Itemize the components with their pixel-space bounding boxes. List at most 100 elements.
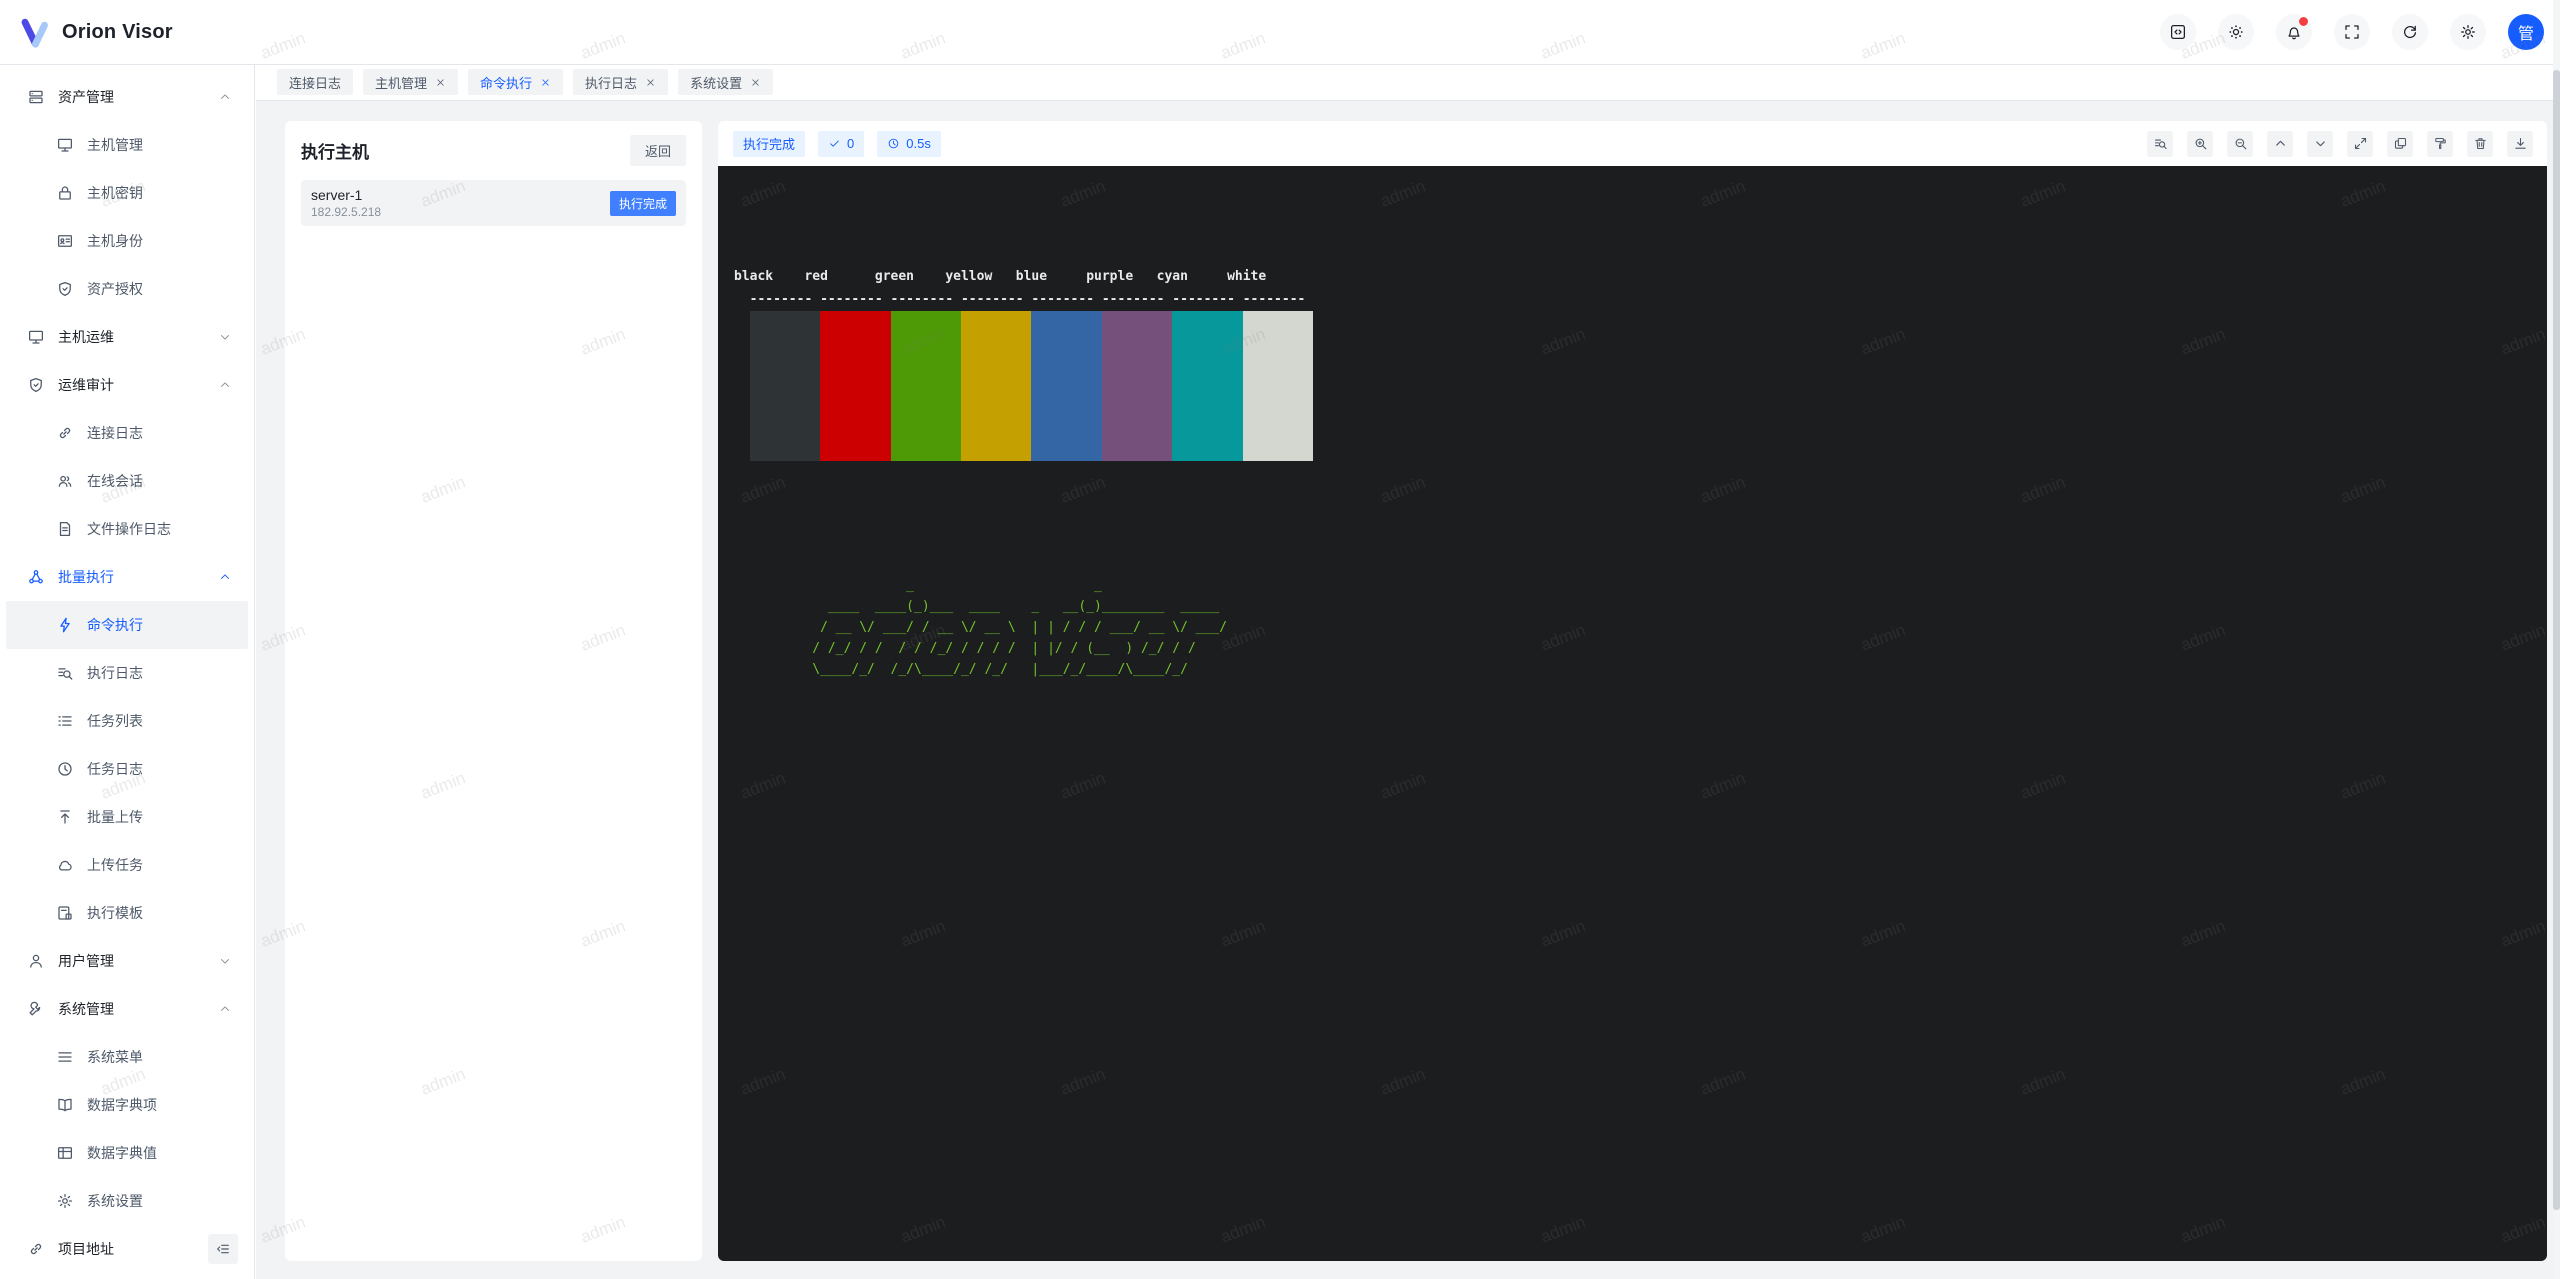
sidebar-item-19[interactable]: 系统管理 — [6, 985, 248, 1033]
tab-3[interactable]: 执行日志 — [573, 69, 669, 95]
user-avatar[interactable]: 管 — [2508, 14, 2544, 50]
sidebar-item-label: 执行日志 — [87, 665, 143, 681]
terminal-search-logs-button[interactable] — [2147, 130, 2173, 157]
terminal-color-labels: black red green yellow blue purple cyan … — [734, 269, 1306, 307]
sidebar-item-14[interactable]: 任务日志 — [6, 745, 248, 793]
sidebar-item-18[interactable]: 用户管理 — [6, 937, 248, 985]
sidebar-item-label: 批量执行 — [58, 569, 114, 585]
sidebar-item-8[interactable]: 在线会话 — [6, 457, 248, 505]
sidebar-item-0[interactable]: 资产管理 — [6, 73, 248, 121]
status-chip-1: 0 — [818, 130, 865, 157]
terminal-expand-button[interactable] — [2347, 130, 2373, 157]
tab-label: 系统设置 — [690, 75, 743, 91]
main-area: 连接日志 主机管理 命令执行 执行日志 系统设置 执行主机 返回 server-1 182… — [256, 64, 2560, 1279]
close-icon — [752, 78, 759, 86]
logo[interactable]: Orion Visor — [0, 14, 173, 50]
tab-label: 执行日志 — [585, 75, 638, 91]
sidebar-item-1[interactable]: 主机管理 — [6, 121, 248, 169]
sidebar-collapse-button[interactable] — [208, 1234, 238, 1264]
link-icon — [30, 1243, 42, 1255]
gear-icon — [57, 1193, 73, 1209]
terminal-down-button[interactable] — [2307, 130, 2333, 157]
tab-1[interactable]: 主机管理 — [363, 69, 459, 95]
search-logs-icon — [2154, 139, 2167, 150]
terminal-download-button[interactable] — [2507, 130, 2533, 157]
clock-icon — [58, 762, 72, 776]
color-block-purple — [1101, 311, 1173, 461]
tab-close-button[interactable] — [645, 77, 656, 88]
sidebar-item-label: 主机身份 — [87, 233, 143, 249]
sidebar-item-12[interactable]: 执行日志 — [6, 649, 248, 697]
color-block-red — [820, 311, 891, 461]
sidebar-item-10[interactable]: 批量执行 — [6, 553, 248, 601]
tab-0[interactable]: 连接日志 — [277, 69, 354, 95]
sidebar-item-20[interactable]: 系统菜单 — [6, 1033, 248, 1081]
terminal-clear-button[interactable] — [2427, 130, 2453, 157]
book-icon — [58, 1098, 72, 1112]
sidebar-item-label: 文件操作日志 — [87, 521, 171, 537]
sidebar-item-label: 数据字典值 — [87, 1145, 157, 1161]
sidebar-item-2[interactable]: 主机密钥 — [6, 169, 248, 217]
sidebar-item-5[interactable]: 主机运维 — [6, 313, 248, 361]
cloud-icon — [58, 860, 72, 871]
tab-2[interactable]: 命令执行 — [468, 69, 564, 95]
terminal-trash-button[interactable] — [2467, 130, 2493, 157]
terminal-copy-button[interactable] — [2387, 130, 2413, 157]
tab-close-button[interactable] — [435, 77, 446, 88]
terminal-toolbar-icons — [2147, 130, 2533, 157]
tab-4[interactable]: 系统设置 — [678, 69, 774, 95]
settings-button[interactable] — [2450, 14, 2486, 50]
sidebar-item-15[interactable]: 批量上传 — [6, 793, 248, 841]
bolt-icon — [60, 617, 70, 633]
exec-host-header: 执行主机 返回 — [285, 121, 702, 178]
sidebar-item-23[interactable]: 系统设置 — [6, 1177, 248, 1225]
sidebar-item-7[interactable]: 连接日志 — [6, 409, 248, 457]
terminal-screen[interactable]: black red green yellow blue purple cyan … — [718, 166, 2547, 1261]
fullscreen-button[interactable] — [2334, 14, 2370, 50]
terminal-status-chips: 执行完成 0 0.5s — [733, 130, 941, 157]
bell-button[interactable] — [2276, 14, 2312, 50]
template-icon — [58, 906, 72, 920]
menu-icon — [58, 1052, 72, 1062]
server-ip: 182.92.5.218 — [311, 205, 382, 219]
terminal-zoom-out-button[interactable] — [2227, 130, 2253, 157]
sidebar-item-4[interactable]: 资产授权 — [6, 265, 248, 313]
back-button[interactable]: 返回 — [629, 135, 686, 166]
terminal-up-button[interactable] — [2267, 130, 2293, 157]
status-chip-2: 0.5s — [877, 130, 941, 157]
tab-close-button[interactable] — [540, 77, 551, 88]
notification-badge — [2298, 16, 2309, 27]
sidebar-item-13[interactable]: 任务列表 — [6, 697, 248, 745]
orion-visor-logo-icon — [21, 18, 48, 48]
sidebar-item-label: 执行模板 — [87, 905, 143, 921]
sidebar-item-11[interactable]: 命令执行 — [6, 601, 248, 649]
expand-icon — [2354, 137, 2366, 150]
refresh-button[interactable] — [2392, 14, 2428, 50]
sidebar-item-6[interactable]: 运维审计 — [6, 361, 248, 409]
sidebar-item-3[interactable]: 主机身份 — [6, 217, 248, 265]
tab-close-button[interactable] — [750, 77, 761, 88]
sidebar-item-16[interactable]: 上传任务 — [6, 841, 248, 889]
sidebar-item-17[interactable]: 执行模板 — [6, 889, 248, 937]
terminal-zoom-in-button[interactable] — [2187, 130, 2213, 157]
page-scrollbar-thumb[interactable] — [2553, 70, 2560, 1210]
sidebar-item-21[interactable]: 数据字典项 — [6, 1081, 248, 1129]
theme-button[interactable] — [2218, 14, 2254, 50]
up-icon — [2275, 140, 2285, 146]
fullscreen-icon — [2345, 25, 2359, 39]
server-row[interactable]: server-1 182.92.5.218 执行完成 — [301, 180, 686, 226]
sidebar-item-22[interactable]: 数据字典值 — [6, 1129, 248, 1177]
close-icon — [437, 78, 444, 86]
link-icon — [59, 427, 71, 439]
sidebar-item-24[interactable]: 项目地址 — [6, 1225, 248, 1273]
sidebar-item-label: 运维审计 — [58, 377, 114, 393]
tab-label: 主机管理 — [375, 75, 428, 91]
color-block-black — [749, 311, 821, 461]
down-icon — [2315, 141, 2325, 147]
tab-label: 命令执行 — [480, 75, 533, 91]
sidebar-item-label: 批量上传 — [87, 809, 143, 825]
app-title: Orion Visor — [62, 20, 173, 43]
sidebar-item-9[interactable]: 文件操作日志 — [6, 505, 248, 553]
code-button[interactable] — [2160, 14, 2196, 50]
bell-icon — [2288, 27, 2300, 40]
